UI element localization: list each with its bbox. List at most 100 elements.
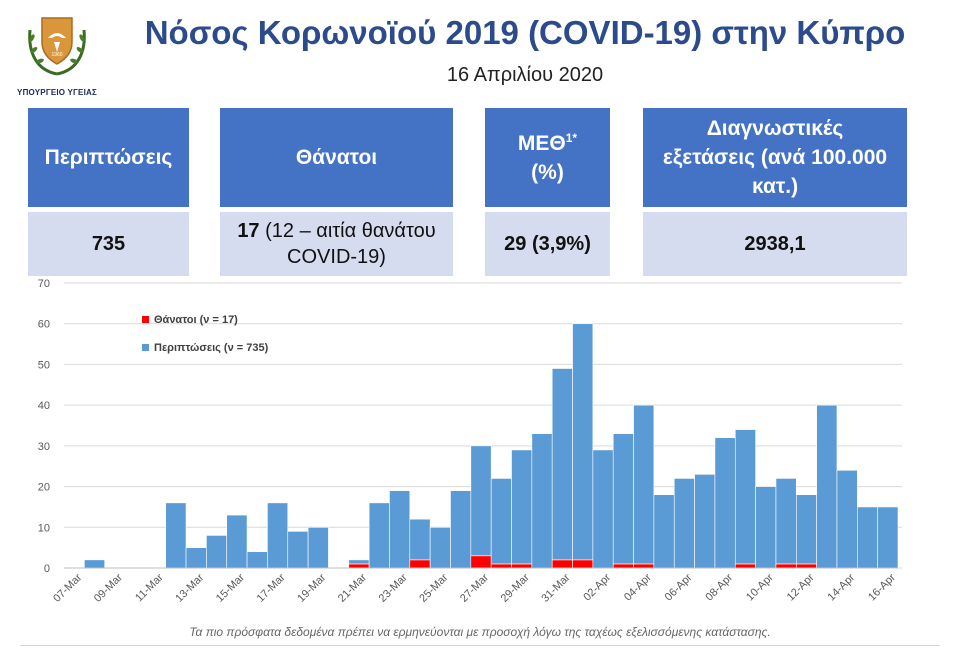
cases-value: 735	[91, 233, 126, 255]
y-tick-label: 70	[38, 278, 50, 290]
icu-label-sup: 1*	[565, 130, 578, 145]
icu-value-box: 29 (3,9%)	[485, 212, 610, 276]
bar-cases	[389, 490, 411, 569]
bar-cases	[226, 514, 248, 569]
page-title: Νόσος Κορωνοϊού 2019 (COVID-19) στην Κύπ…	[144, 14, 906, 51]
y-tick-label: 40	[38, 400, 50, 412]
x-tick-label: 12-Apr	[785, 571, 817, 603]
cases-header: Περιπτώσεις	[28, 108, 189, 207]
svg-text:1960: 1960	[51, 52, 62, 58]
bar-cases	[836, 469, 858, 569]
y-tick-label: 50	[38, 359, 50, 371]
bar-cases	[673, 478, 695, 569]
tests-value-box: 2938,1	[643, 212, 907, 276]
cyprus-emblem-icon: 1960	[28, 17, 86, 76]
bar-deaths	[633, 563, 655, 569]
tests-value: 2938,1	[744, 233, 806, 255]
bar-cases	[470, 445, 492, 557]
x-tick-label: 06-Apr	[663, 571, 695, 603]
x-tick-label: 27-Mar	[458, 571, 491, 604]
x-tick-label: 02-Apr	[581, 571, 613, 603]
cases-value-box: 735	[28, 212, 189, 276]
footnote: Τα πιο πρόσφατα δεδομένα πρέπει να ερμην…	[189, 625, 771, 639]
daily-cases-chart: 0 10 20 30 40 50 60 70 07-Mar 09-Mar 11-Mar 13-Mar 1…	[38, 278, 902, 605]
bar-deaths	[490, 563, 512, 569]
bar-cases	[551, 368, 573, 561]
deaths-value: 17	[237, 220, 260, 242]
bar-cases	[795, 494, 817, 565]
bar-cases	[714, 437, 736, 569]
x-tick-label: 25-Mar	[417, 571, 450, 604]
y-tick-label: 60	[38, 319, 50, 331]
x-tick-label: 21-Mar	[336, 571, 369, 604]
legend-swatch	[142, 344, 149, 351]
bar-cases	[612, 433, 634, 565]
bar-cases	[287, 531, 309, 569]
bar-cases	[755, 486, 777, 569]
x-tick-label: 17-Mar	[255, 571, 288, 604]
x-tick-label: 31-Mar	[539, 571, 572, 604]
bar-cases	[592, 449, 614, 569]
bar-deaths	[551, 559, 573, 569]
bar-cases	[857, 506, 878, 569]
icu-unit: (%)	[531, 160, 564, 184]
bar-cases	[653, 494, 675, 569]
bar-deaths	[775, 563, 797, 569]
bar-cases	[877, 506, 899, 569]
y-tick-label: 10	[38, 522, 50, 534]
bar-cases	[409, 518, 431, 561]
bar-cases	[775, 478, 797, 565]
bar-deaths	[470, 555, 492, 569]
x-tick-label: 11-Mar	[133, 571, 166, 604]
bar-cases	[429, 526, 451, 569]
bar-deaths	[734, 563, 756, 569]
x-tick-label: 23-Mar	[377, 571, 410, 604]
bar-deaths	[511, 563, 533, 569]
bar-cases	[307, 526, 329, 569]
icu-value: 29 (3,9%)	[504, 233, 591, 255]
bar-cases	[267, 502, 289, 569]
bar-cases	[734, 429, 756, 565]
deaths-detail: (12 – αιτία θανάτου COVID-19)	[265, 220, 436, 268]
y-tick-label: 0	[44, 563, 50, 575]
bottom-divider	[20, 645, 940, 646]
deaths-label: Θάνατοι	[295, 146, 378, 169]
bar-cases	[490, 478, 512, 565]
bar-deaths	[612, 563, 634, 569]
bar-cases	[450, 490, 472, 569]
icu-label: ΜΕΘ	[517, 131, 566, 155]
legend-swatch	[142, 316, 149, 323]
tests-header: Διαγνωστικές εξετάσεις (ανά 100.000 κατ.…	[643, 108, 907, 207]
cases-label: Περιπτώσεις	[44, 146, 173, 169]
bar-cases	[185, 547, 207, 569]
bar-cases	[84, 559, 105, 569]
report-date: 16 Απριλίου 2020	[446, 64, 604, 86]
bar-cases	[816, 404, 838, 569]
bar-cases	[206, 535, 228, 569]
x-tick-label: 04-Apr	[622, 571, 654, 603]
y-tick-label: 30	[38, 441, 50, 453]
x-tick-label: 07-Mar	[51, 571, 84, 604]
ministry-logo: 1960 ΥΠΟΥΡΓΕΙΟ ΥΓΕΙΑΣ	[14, 8, 100, 100]
bar-cases	[572, 323, 594, 561]
x-tick-label: 13-Mar	[173, 571, 206, 604]
icu-header: ΜΕΘ1* (%)	[485, 108, 610, 207]
tests-label: Διαγνωστικές εξετάσεις (ανά 100.000 κατ.…	[662, 117, 888, 198]
bar-cases	[511, 449, 533, 565]
legend-label: Περιπτώσεις (ν = 735)	[154, 342, 269, 354]
x-tick-label: 08-Apr	[703, 571, 735, 603]
x-tick-label: 19-Mar	[295, 571, 328, 604]
y-tick-label: 20	[38, 482, 50, 494]
bar-deaths	[572, 559, 594, 569]
bar-cases	[165, 502, 187, 569]
bar-cases	[531, 433, 553, 569]
bar-cases	[694, 474, 716, 569]
bar-cases	[633, 404, 655, 565]
bar-cases	[368, 502, 390, 569]
legend-label: Θάνατοι (ν = 17)	[154, 314, 238, 326]
x-tick-label: 10-Apr	[744, 571, 776, 603]
bar-deaths	[795, 563, 817, 569]
x-tick-label: 09-Mar	[92, 571, 125, 604]
bar-deaths	[348, 563, 370, 569]
bar-cases	[246, 551, 268, 569]
